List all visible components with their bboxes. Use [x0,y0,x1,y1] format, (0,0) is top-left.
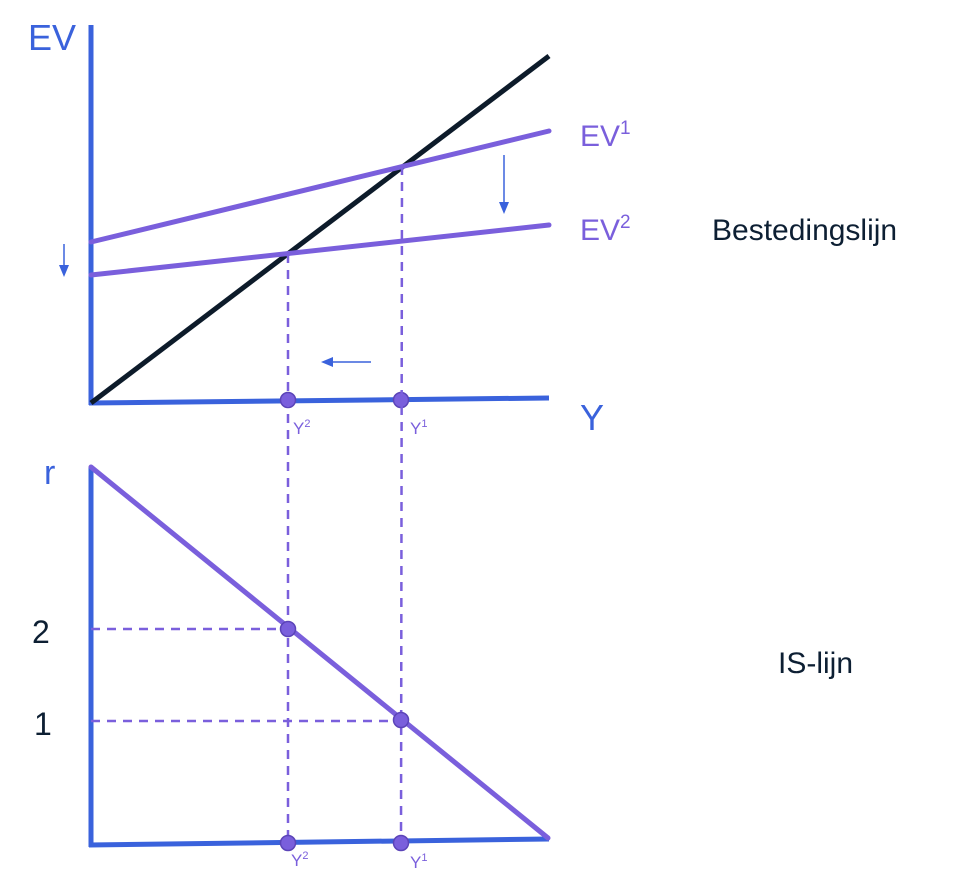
y2-label-top: Y2 [293,418,310,438]
is-point-y2 [279,620,297,638]
45-degree-line [89,54,551,405]
ev1-label: EV1 [580,118,631,153]
bottom-x-axis [88,836,550,848]
y-axis-label-ev: EV [28,17,76,58]
is-point-y1 [392,711,410,729]
r-tick-1: 1 [34,706,52,742]
is-line [88,464,551,841]
x-axis-label-y: Y [580,397,604,438]
down-arrow-shift-icon [499,155,509,214]
down-arrow-intercept-icon [59,244,69,277]
y1-point-bottom [392,834,410,852]
y1-vertical-dashed-line [399,165,404,844]
bottom-panel: r 2 1 Y2 Y1 IS-lijn [32,454,853,872]
r-tick-2: 2 [32,614,50,650]
ev2-line [88,222,552,278]
top-x-axis [88,395,550,406]
y1-label-top: Y1 [410,418,427,438]
ev1-line [88,128,552,245]
y1-label-bottom: Y1 [410,852,427,872]
top-panel: EV Y EV1 EV2 Bestedingslijn Y2 Y1 [28,17,897,438]
y2-label-bottom: Y2 [291,850,308,870]
y2-point-bottom [279,834,297,852]
left-arrow-income-icon [321,357,371,367]
bestedingslijn-title: Bestedingslijn [712,214,897,247]
ev2-label: EV2 [580,212,631,247]
is-lijn-title: IS-lijn [778,647,853,680]
y-axis-label-r: r [44,454,55,492]
